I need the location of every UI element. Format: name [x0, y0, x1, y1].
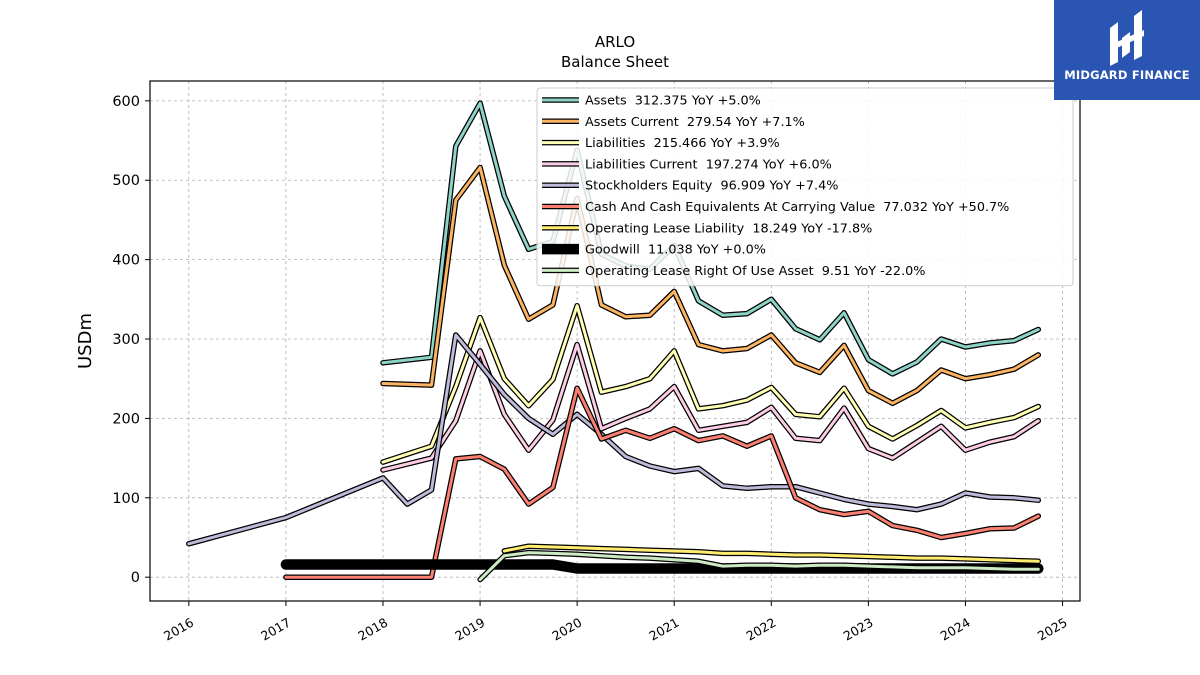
legend-entry: Stockholders Equity 96.909 YoY +7.4%: [585, 179, 838, 194]
legend: Assets 312.375 YoY +5.0% Assets Current 2…: [536, 87, 1074, 287]
brand-logo: MIDGARD FINANCE: [1054, 0, 1200, 100]
legend-entry: Cash And Cash Equivalents At Carrying Va…: [585, 200, 1009, 215]
series-line-assets--yoy: [381, 101, 1040, 376]
midgard-logo-icon: [1110, 10, 1144, 66]
plot-frame: [149, 80, 1081, 602]
series-line-liabilities--yoy: [381, 304, 1040, 464]
series-line-operating-lease-liability: [502, 544, 1040, 563]
series-line-cash-and-cash: [284, 386, 1040, 579]
legend-entry: Liabilities 215.466 YoY +3.9%: [585, 136, 780, 151]
legend-entry: Assets 312.375 YoY +5.0%: [585, 94, 761, 109]
x-tick-label: 2016: [161, 615, 196, 644]
x-tick-label: 2024: [938, 615, 973, 644]
series-lines: [186, 100, 1044, 583]
x-tick-label: 2019: [452, 615, 487, 644]
y-tick-label: 500: [112, 173, 140, 189]
legend-entry: Operating Lease Liability 18.249 YoY -17…: [585, 221, 872, 236]
series-line-stockholders-equity-: [187, 333, 1040, 546]
legend-entry: Operating Lease Right Of Use Asset 9.51 …: [585, 264, 925, 279]
y-axis-label: USDm: [75, 313, 96, 369]
x-tick-label: 2021: [646, 615, 681, 644]
legend-entry: Assets Current 279.54 YoY +7.1%: [585, 115, 805, 130]
y-tick-label: 300: [112, 332, 140, 348]
y-tick-label: 200: [112, 411, 140, 427]
legend-entry: Liabilities Current 197.274 YoY +6.0%: [585, 157, 832, 172]
series-line-liabilities-current-: [381, 343, 1040, 472]
y-tick-label: 400: [112, 253, 140, 269]
x-tick-label: 2018: [355, 615, 390, 644]
x-tick-label: 2022: [744, 615, 779, 644]
x-tick-label: 2025: [1035, 615, 1070, 644]
legend-entry: Goodwill 11.038 YoY +0.0%: [585, 243, 766, 258]
y-tick-label: 600: [112, 94, 140, 110]
series-line-assets-current-: [381, 166, 1040, 405]
chart-subtitle: Balance Sheet: [561, 53, 669, 71]
brand-name: MIDGARD FINANCE: [1064, 68, 1190, 82]
y-tick-label: 100: [112, 491, 140, 507]
x-tick-label: 2017: [258, 615, 293, 644]
x-tick-label: 2023: [841, 615, 876, 644]
legend-box: [536, 87, 1074, 287]
chart-title: ARLO: [595, 33, 635, 51]
x-tick-label: 2020: [549, 615, 584, 644]
y-tick-label: 0: [131, 570, 140, 586]
series-line-operating-lease-right: [478, 551, 1040, 582]
